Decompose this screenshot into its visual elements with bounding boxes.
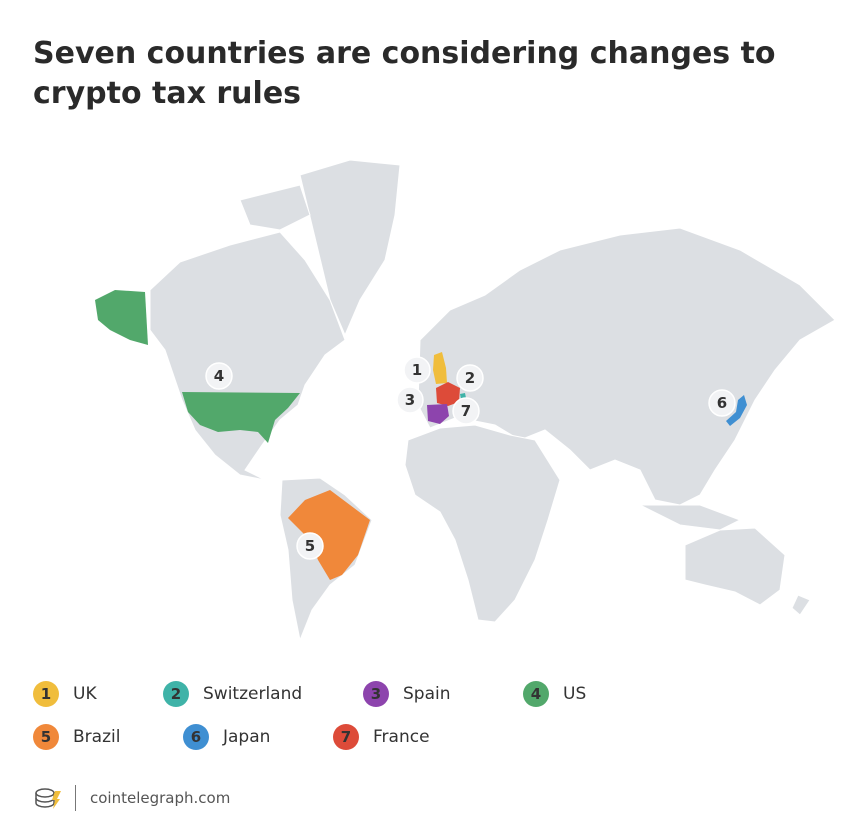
map-marker: 1: [403, 356, 431, 384]
marker-number: 7: [461, 402, 471, 420]
arctic-islands: [239, 184, 311, 231]
marker-circle: [296, 532, 324, 560]
legend-label: Switzerland: [203, 683, 303, 704]
southeast-asia: [639, 504, 742, 531]
footer: cointelegraph.com: [33, 785, 230, 811]
legend-label: US: [563, 683, 587, 704]
map-marker: 3: [396, 386, 424, 414]
legend-item: 1 UK: [33, 680, 133, 707]
source: cointelegraph.com: [90, 789, 231, 807]
legend-item: 7 France: [333, 723, 443, 750]
marker-circle: [396, 386, 424, 414]
map-marker: 2: [456, 364, 484, 392]
legend-item: 6 Japan: [183, 723, 303, 750]
eurasia: [417, 227, 836, 506]
legend-number: 3: [363, 680, 389, 707]
legend-row: 1 UK 2 Switzerland 3 Spain 4 US: [33, 672, 833, 715]
marker-circle: [205, 362, 233, 390]
legend: 1 UK 2 Switzerland 3 Spain 4 US 5 Brazil 6 Japan 7 Fr…: [33, 672, 833, 758]
country-uk: [433, 352, 447, 384]
legend-item: 3 Spain: [363, 680, 493, 707]
legend-number: 2: [163, 680, 189, 707]
marker-number: 3: [405, 391, 415, 409]
africa: [404, 424, 561, 623]
country-spain: [427, 404, 449, 424]
legend-number: 1: [33, 680, 59, 707]
legend-item: 5 Brazil: [33, 723, 153, 750]
legend-number: 7: [333, 723, 359, 750]
north-america: [149, 231, 346, 481]
legend-item: 4 US: [523, 680, 603, 707]
greenland: [299, 159, 401, 337]
marker-number: 6: [717, 394, 727, 412]
legend-label: Japan: [223, 726, 271, 747]
map-marker: 5: [296, 532, 324, 560]
legend-label: Brazil: [73, 726, 121, 747]
legend-number: 5: [33, 723, 59, 750]
map-marker: 7: [452, 397, 480, 425]
marker-number: 1: [412, 361, 422, 379]
legend-label: Spain: [403, 683, 451, 704]
marker-number: 2: [465, 369, 475, 387]
marker-circle: [708, 389, 736, 417]
country-us: [182, 392, 300, 443]
marker-number: 5: [305, 537, 315, 555]
legend-number: 6: [183, 723, 209, 750]
title: Seven countries are considering changes …: [33, 36, 776, 111]
country-brazil: [288, 490, 370, 580]
markers: 1 2 3 4 5 6 7: [205, 356, 736, 560]
map-marker: 4: [205, 362, 233, 390]
logo: [35, 788, 61, 809]
country-japan: [726, 395, 747, 426]
country-france: [436, 382, 460, 406]
country-us-alaska: [95, 290, 148, 345]
australia: [684, 527, 786, 606]
legend-item: 2 Switzerland: [163, 680, 333, 707]
separator: [75, 785, 76, 811]
marker-circle: [403, 356, 431, 384]
marker-circle: [452, 397, 480, 425]
legend-label: UK: [73, 683, 97, 704]
legend-number: 4: [523, 680, 549, 707]
marker-circle: [456, 364, 484, 392]
highlighted-countries: [95, 290, 747, 580]
map-marker: 6: [708, 389, 736, 417]
marker-number: 4: [214, 367, 224, 385]
legend-row: 5 Brazil 6 Japan 7 France: [33, 715, 833, 758]
new-zealand: [791, 594, 811, 616]
legend-label: France: [373, 726, 430, 747]
